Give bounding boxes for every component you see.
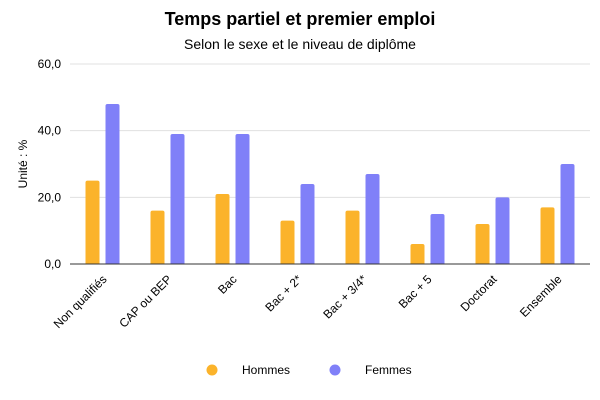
x-tick-label: Non qualifiés — [51, 272, 110, 331]
x-tick-label: Bac + 5 — [396, 272, 435, 311]
legend-swatch-hommes — [206, 364, 218, 376]
y-tick-label: 0,0 — [44, 257, 61, 271]
bar-hommes — [410, 244, 425, 264]
y-tick-labels: 0,0 20,0 40,0 60,0 — [38, 57, 62, 271]
gridlines — [70, 63, 590, 198]
bar-hommes — [475, 224, 490, 264]
y-axis-title: Unité : % — [16, 139, 30, 188]
legend-swatch-femmes — [329, 364, 341, 376]
bar-hommes — [85, 180, 100, 264]
bar-hommes — [215, 194, 230, 264]
x-tick-labels: Non qualifiés CAP ou BEP Bac Bac + 2* Bac + … — [51, 272, 565, 331]
x-tick-label: CAP ou BEP — [116, 272, 174, 330]
bar-femmes — [430, 214, 445, 264]
bar-hommes — [150, 210, 165, 264]
bar-femmes — [495, 197, 510, 264]
bar-hommes — [280, 220, 295, 264]
x-tick-label: Bac + 3/4* — [320, 272, 370, 322]
bar-femmes — [170, 134, 185, 264]
bar-femmes — [365, 174, 380, 264]
bar-hommes — [345, 210, 360, 264]
legend-label-femmes: Femmes — [365, 363, 412, 377]
legend: Hommes Femmes — [206, 363, 412, 377]
bar-femmes — [235, 134, 250, 264]
x-tick-label: Ensemble — [517, 272, 565, 320]
bar-femmes — [300, 184, 315, 264]
bar-femmes — [560, 164, 575, 264]
legend-label-hommes: Hommes — [242, 363, 290, 377]
bars — [85, 104, 575, 264]
x-tick-label: Doctorat — [458, 272, 500, 314]
y-tick-label: 40,0 — [38, 124, 62, 138]
chart-subtitle: Selon le sexe et le niveau de diplôme — [184, 36, 416, 52]
bar-femmes — [105, 104, 120, 264]
y-tick-label: 20,0 — [38, 190, 62, 204]
bar-hommes — [540, 207, 555, 264]
x-tick-label: Bac — [215, 272, 240, 297]
y-tick-label: 60,0 — [38, 57, 62, 71]
x-tick-label: Bac + 2* — [262, 272, 304, 314]
chart-title: Temps partiel et premier emploi — [165, 9, 436, 29]
